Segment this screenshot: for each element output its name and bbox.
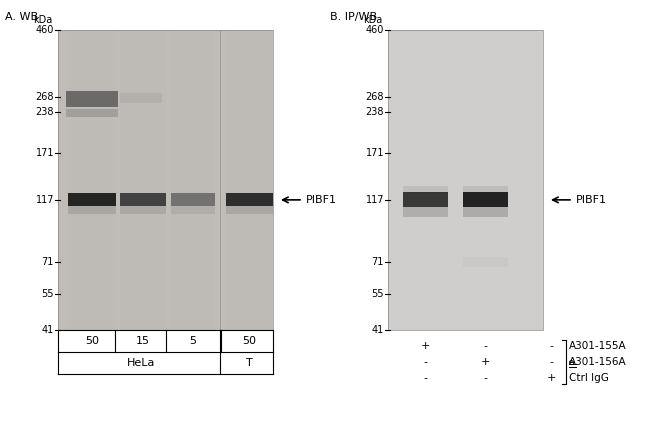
Text: PIBF1: PIBF1 <box>576 195 607 205</box>
Bar <box>403 193 448 207</box>
Text: Ctrl IgG: Ctrl IgG <box>569 373 609 383</box>
Bar <box>388 30 543 330</box>
Text: -: - <box>484 341 488 351</box>
Bar <box>120 207 166 214</box>
Text: 238: 238 <box>365 107 384 117</box>
Text: HeLa: HeLa <box>127 358 156 368</box>
Text: 268: 268 <box>36 92 54 102</box>
Bar <box>226 30 273 330</box>
Text: T: T <box>246 358 253 368</box>
Text: 171: 171 <box>36 148 54 158</box>
Bar <box>226 207 273 214</box>
Bar <box>171 30 215 330</box>
Text: 238: 238 <box>36 107 54 117</box>
Bar <box>388 30 543 330</box>
Bar <box>68 207 116 214</box>
Text: 55: 55 <box>372 289 384 298</box>
Bar <box>403 187 448 193</box>
Text: kDa: kDa <box>363 15 382 25</box>
Bar <box>68 193 116 207</box>
Bar <box>120 193 166 207</box>
Text: 117: 117 <box>36 195 54 205</box>
Text: 50: 50 <box>85 336 99 346</box>
Text: 71: 71 <box>42 257 54 267</box>
Bar <box>120 30 166 330</box>
Text: 15: 15 <box>136 336 150 346</box>
Bar <box>58 30 273 330</box>
Text: PIBF1: PIBF1 <box>306 195 337 205</box>
Text: 71: 71 <box>372 257 384 267</box>
Text: A. WB: A. WB <box>5 12 38 22</box>
Text: -: - <box>549 341 553 351</box>
Text: 171: 171 <box>365 148 384 158</box>
Text: A301-156A: A301-156A <box>569 357 627 367</box>
Bar <box>68 30 116 330</box>
Bar <box>66 91 118 107</box>
Text: 460: 460 <box>36 25 54 35</box>
Bar <box>463 187 508 193</box>
Text: 268: 268 <box>365 92 384 102</box>
Text: 41: 41 <box>372 325 384 335</box>
Text: -: - <box>424 373 428 383</box>
Text: +: + <box>546 373 556 383</box>
Bar <box>120 93 162 103</box>
Text: 55: 55 <box>42 289 54 298</box>
Text: A301-155A: A301-155A <box>569 341 627 351</box>
Text: kDa: kDa <box>32 15 52 25</box>
Text: -: - <box>549 357 553 367</box>
Bar <box>463 207 508 217</box>
Text: 117: 117 <box>365 195 384 205</box>
Bar <box>66 109 118 117</box>
Text: 50: 50 <box>242 336 257 346</box>
Text: 41: 41 <box>42 325 54 335</box>
Text: 5: 5 <box>190 336 196 346</box>
Bar <box>58 30 273 330</box>
Text: +: + <box>421 341 430 351</box>
Text: IP: IP <box>569 357 579 367</box>
Text: B. IP/WB: B. IP/WB <box>330 12 377 22</box>
Bar <box>463 193 508 207</box>
Text: -: - <box>484 373 488 383</box>
Bar <box>403 207 448 217</box>
Bar <box>171 193 215 207</box>
Bar <box>226 193 273 207</box>
Bar <box>171 207 215 214</box>
Text: +: + <box>481 357 490 367</box>
Text: -: - <box>424 357 428 367</box>
Text: 460: 460 <box>365 25 384 35</box>
Bar <box>463 257 508 267</box>
